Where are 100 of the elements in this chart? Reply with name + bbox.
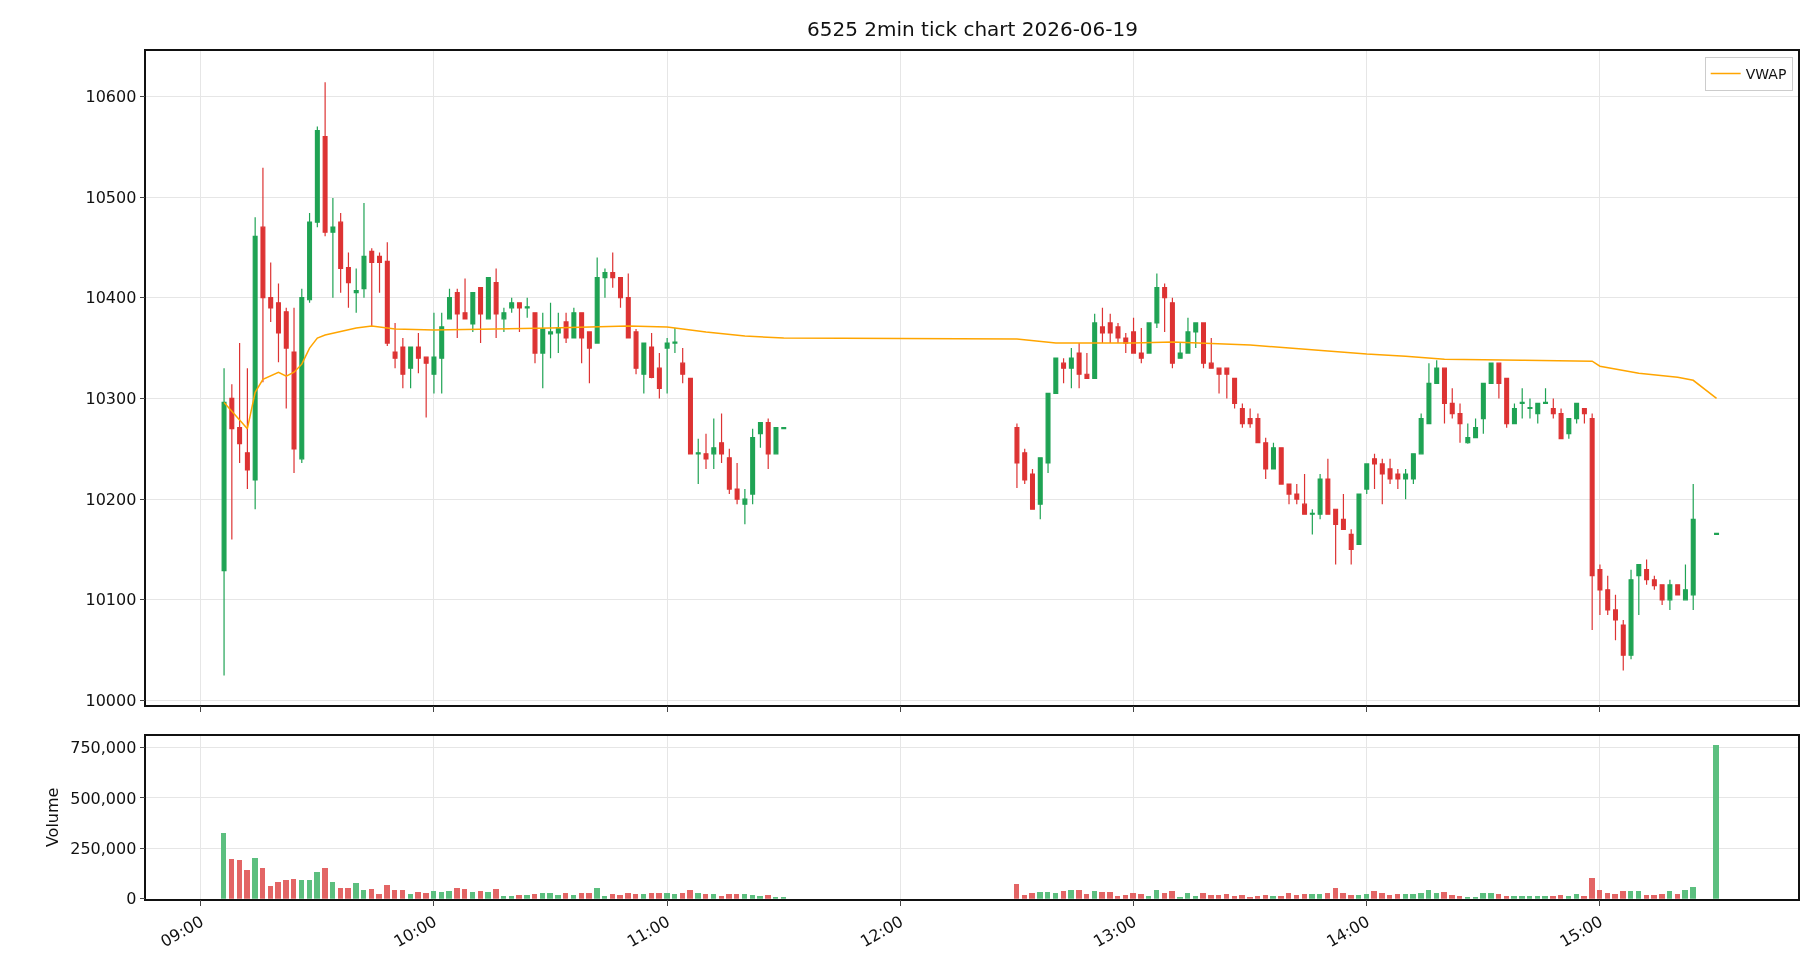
candlestick [1340,493,1346,530]
candlestick [229,383,235,541]
candlestick [1473,417,1479,439]
bar [470,891,476,899]
candlestick [765,417,771,470]
bar [252,857,259,899]
y-tick-label: 10600 [85,86,137,106]
candlestick [1138,327,1144,364]
candlestick [1255,412,1261,444]
candlestick [478,287,484,344]
candlestick [1465,423,1471,445]
bar [322,867,329,899]
candlestick [400,337,406,389]
candlestick [1504,377,1510,429]
bar [353,882,360,899]
candlestick [1589,412,1595,631]
candlestick [1651,575,1657,591]
candlestick [1449,387,1455,420]
bar [1014,883,1020,899]
candlestick [1092,313,1098,379]
bar [314,871,321,899]
candlestick [1216,367,1222,394]
candlestick [641,342,647,394]
candlestick [454,288,460,339]
bar [1107,891,1114,899]
candlestick [726,448,732,495]
bar [283,879,290,899]
bar [1169,890,1176,899]
candlestick [1418,412,1424,455]
candlestick [283,307,289,410]
y-tick-label: 10500 [85,187,137,207]
bar [1068,889,1075,899]
candlestick [1193,322,1199,349]
candlestick [1037,457,1043,520]
legend-label: VWAP [1745,65,1787,82]
bar [384,884,391,899]
candlestick [1029,468,1035,510]
candlestick [1045,392,1051,474]
candlestick [1154,272,1160,329]
candlestick [1232,377,1238,410]
candlestick [1146,322,1152,354]
bar [369,888,375,899]
line-series [223,325,1718,430]
candlestick [1278,447,1284,485]
candlestick [392,322,398,369]
y-tick-label: 10100 [85,590,137,610]
candlestick [649,332,655,379]
candlestick [1224,367,1230,400]
candlestick [680,347,686,384]
bar [1092,890,1098,899]
candlestick [338,212,344,294]
bar [1690,886,1697,899]
candlestick [1068,347,1074,389]
candlestick [1410,453,1416,485]
candlestick [1395,468,1401,490]
candlestick [757,422,763,449]
bar [221,832,227,899]
bar [1682,889,1689,899]
candlestick [1317,473,1323,520]
candlestick [462,277,468,320]
candlestick [1574,402,1580,425]
candlestick [493,267,499,339]
candlestick [1535,402,1541,425]
y-tick-label: 10400 [85,288,137,308]
candlestick [1185,317,1191,354]
candlestick [734,462,740,505]
candlestick [345,251,351,309]
candlestick [485,276,491,320]
candlestick [384,241,390,347]
candlestick [1379,458,1385,505]
candlestick [719,412,725,464]
bar [493,888,500,899]
candlestick [446,288,452,320]
candlestick [1364,463,1370,495]
bar [330,881,336,899]
candlestick [571,307,577,339]
candlestick [408,346,414,389]
candlestick [322,81,328,237]
candlestick [415,332,421,374]
candlestick [1550,397,1556,420]
candlestick [1690,483,1696,611]
bar [1154,889,1160,899]
candlestick [1659,584,1665,606]
candlestick [625,272,631,339]
bar [1045,891,1051,899]
candlestick [1612,594,1618,641]
candlestick [1162,283,1168,333]
candlestick [633,328,639,375]
bar [1441,891,1448,899]
candlestick [1558,407,1564,440]
candlestick [361,202,367,299]
candlestick [656,352,662,400]
candlestick [540,312,546,389]
bar [392,889,398,899]
candlestick [237,342,243,464]
candlestick [1309,508,1315,536]
candlestick [1426,362,1432,425]
candlestick [439,312,445,394]
candlestick [1084,352,1090,379]
candlestick [1286,483,1292,505]
